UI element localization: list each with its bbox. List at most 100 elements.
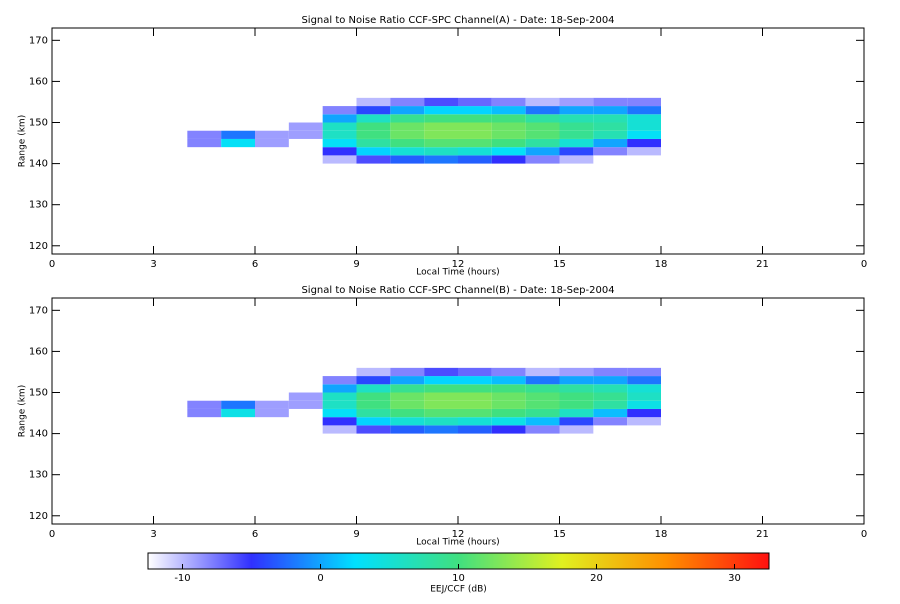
y-tick-label: 150 (29, 388, 48, 399)
heatmap-cell (322, 138, 357, 148)
colorbar-tick-label: 10 (452, 573, 465, 584)
heatmap-cell (525, 114, 560, 123)
colorbar-label: EEJ/CCF (dB) (430, 585, 487, 595)
heatmap-cell (525, 147, 560, 156)
heatmap-cell (390, 97, 425, 107)
heatmap-cell (424, 400, 458, 409)
y-tick-label: 170 (29, 305, 48, 316)
colorbar-tick-label: 20 (590, 573, 603, 584)
heatmap-cell (458, 106, 492, 115)
heatmap-cell (525, 376, 560, 385)
heatmap-cell (491, 106, 526, 115)
x-axis-label: Local Time (hours) (416, 268, 499, 278)
y-tick-label: 130 (29, 200, 48, 211)
heatmap-cell (390, 384, 425, 393)
heatmap-cell (491, 400, 526, 409)
heatmap-cell (559, 130, 594, 139)
heatmap-cell (491, 122, 526, 131)
x-tick-label: 18 (655, 529, 668, 540)
heatmap-cell (627, 147, 661, 156)
heatmap-cell (525, 138, 560, 148)
x-tick-label: 15 (553, 259, 566, 270)
heatmap-cell (356, 106, 391, 115)
heatmap-cell (491, 367, 526, 377)
y-tick-label: 130 (29, 470, 48, 481)
x-tick-label: 18 (655, 259, 668, 270)
heatmap-cell (424, 122, 458, 131)
heatmap-cell (390, 122, 425, 131)
heatmap-cell (356, 147, 391, 156)
heatmap-cell (458, 130, 492, 139)
heatmap-cell (559, 147, 594, 156)
heatmap-cell (593, 122, 628, 131)
heatmap-cell (491, 408, 526, 418)
y-tick-label: 140 (29, 429, 48, 440)
heatmap-cell (322, 106, 357, 115)
x-tick-label: 6 (252, 529, 258, 540)
heatmap-cell (424, 392, 458, 401)
x-tick-label: 6 (252, 259, 258, 270)
y-axis-label: Range (km) (18, 115, 28, 167)
heatmap-cell (593, 367, 628, 377)
heatmap-cell (458, 138, 492, 148)
heatmap-cell (322, 155, 357, 164)
chart-title: Signal to Noise Ratio CCF-SPC Channel(B)… (301, 285, 614, 296)
x-tick-label: 0 (49, 529, 55, 540)
heatmap-cell (627, 417, 661, 426)
x-tick-label: 9 (353, 529, 359, 540)
heatmap-cell (424, 147, 458, 156)
heatmap-cell (458, 367, 492, 377)
heatmap-cell (322, 408, 357, 418)
heatmap-cell (593, 384, 628, 393)
y-tick-label: 160 (29, 346, 48, 357)
heatmap-cell (424, 425, 458, 434)
heatmap-cell (559, 417, 594, 426)
heatmap-cell (424, 130, 458, 139)
heatmap-cell (390, 155, 425, 164)
heatmap-cell (491, 138, 526, 148)
heatmap-cell (322, 114, 357, 123)
heatmap-cell (491, 417, 526, 426)
heatmap-cell (458, 408, 492, 418)
heatmap-cell (559, 106, 594, 115)
heatmap-cell (491, 155, 526, 164)
chart-title: Signal to Noise Ratio CCF-SPC Channel(A)… (301, 15, 614, 26)
heatmap-cell (525, 106, 560, 115)
heatmap-cell (593, 417, 628, 426)
heatmap-cell (322, 130, 357, 139)
heatmap-cell (356, 114, 391, 123)
heatmap-cell (593, 106, 628, 115)
heatmap-cell (627, 384, 661, 393)
heatmap-cell (491, 384, 526, 393)
heatmap-cell (627, 392, 661, 401)
heatmap-cell (627, 408, 661, 418)
heatmap-cell (356, 130, 391, 139)
heatmap-cell (187, 400, 222, 409)
heatmap-cell (424, 97, 458, 107)
heatmap-cell (322, 400, 357, 409)
colorbar-tick-label: 30 (728, 573, 741, 584)
x-axis-label: Local Time (hours) (416, 538, 499, 548)
heatmap-cell (559, 408, 594, 418)
heatmap-cell (356, 400, 391, 409)
heatmap-cell (322, 392, 357, 401)
heatmap-cell (356, 97, 391, 107)
heatmap-cell (491, 425, 526, 434)
x-tick-label: 0 (861, 529, 867, 540)
heatmap-cell (525, 384, 560, 393)
heatmap-cell (525, 392, 560, 401)
heatmap-cell (491, 114, 526, 123)
heatmap-cell (458, 147, 492, 156)
heatmap-cell (424, 408, 458, 418)
x-tick-label: 3 (150, 529, 156, 540)
heatmap-cell (424, 367, 458, 377)
heatmap-cell (390, 106, 425, 115)
heatmap-cell (322, 384, 357, 393)
heatmap-cell (424, 384, 458, 393)
x-tick-label: 9 (353, 259, 359, 270)
heatmap-cell (390, 400, 425, 409)
heatmap-cell (288, 392, 323, 401)
heatmap-cell (390, 417, 425, 426)
heatmap-cell (390, 392, 425, 401)
heatmap-cell (627, 376, 661, 385)
